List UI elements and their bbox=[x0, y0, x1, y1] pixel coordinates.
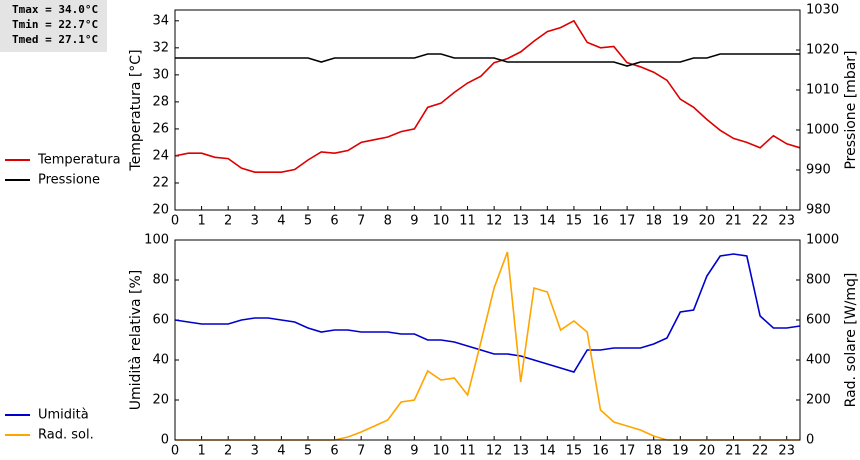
x-tick-label: 7 bbox=[357, 444, 365, 459]
x-tick-label: 20 bbox=[699, 444, 716, 459]
x-tick-label: 23 bbox=[778, 444, 795, 459]
y-tick-label: 34 bbox=[152, 13, 169, 28]
x-tick-label: 5 bbox=[304, 444, 312, 459]
x-tick-label: 14 bbox=[539, 214, 556, 229]
stats-box bbox=[0, 0, 107, 52]
y-tick-label: 32 bbox=[152, 40, 169, 55]
x-tick-label: 13 bbox=[512, 214, 529, 229]
series-line bbox=[175, 251, 800, 441]
y2-tick-label: 1030 bbox=[806, 3, 839, 18]
x-tick-label: 14 bbox=[539, 444, 556, 459]
y-tick-label: 40 bbox=[152, 353, 169, 368]
y-tick-label: 24 bbox=[152, 148, 169, 163]
legend-label: Temperatura bbox=[37, 153, 121, 168]
stats-text: Tmed = 27.1°C bbox=[12, 33, 98, 46]
x-tick-label: 3 bbox=[251, 214, 259, 229]
plot-frame bbox=[174, 239, 801, 441]
x-tick-label: 22 bbox=[752, 214, 769, 229]
x-tick-label: 9 bbox=[410, 214, 418, 229]
series-line bbox=[174, 19, 801, 173]
x-tick-label: 22 bbox=[752, 444, 769, 459]
x-tick-label: 10 bbox=[433, 214, 450, 229]
x-tick-label: 3 bbox=[251, 444, 259, 459]
y2-tick-label: 200 bbox=[806, 393, 831, 408]
stats-text: Tmin = 22.7°C bbox=[12, 18, 98, 31]
y-tick-label: 60 bbox=[152, 313, 169, 328]
x-tick-label: 8 bbox=[384, 444, 392, 459]
y2-tick-label: 1000 bbox=[806, 233, 839, 248]
y2-tick-label: 0 bbox=[806, 433, 814, 448]
y2-tick-label: 980 bbox=[806, 203, 831, 218]
x-tick-label: 18 bbox=[645, 214, 662, 229]
x-tick-label: 17 bbox=[619, 214, 636, 229]
y-tick-label: 80 bbox=[152, 273, 169, 288]
y2-tick-label: 1000 bbox=[806, 123, 839, 138]
x-tick-label: 13 bbox=[512, 444, 529, 459]
x-tick-label: 15 bbox=[566, 444, 583, 459]
x-tick-label: 19 bbox=[672, 444, 689, 459]
y-tick-label: 0 bbox=[161, 433, 169, 448]
y-tick-label: 22 bbox=[152, 175, 169, 190]
x-tick-label: 20 bbox=[699, 214, 716, 229]
x-tick-label: 1 bbox=[197, 444, 205, 459]
x-tick-label: 4 bbox=[277, 444, 285, 459]
x-tick-label: 12 bbox=[486, 214, 503, 229]
y-tick-label: 28 bbox=[152, 94, 169, 109]
series-line bbox=[174, 253, 801, 373]
y-tick-label: 20 bbox=[152, 203, 169, 218]
x-tick-label: 12 bbox=[486, 444, 503, 459]
x-tick-label: 21 bbox=[725, 214, 742, 229]
x-tick-label: 18 bbox=[645, 444, 662, 459]
x-tick-label: 10 bbox=[433, 444, 450, 459]
plot-frame bbox=[174, 9, 801, 211]
legend-label: Pressione bbox=[38, 173, 100, 188]
y2-axis-label: Pressione [mbar] bbox=[843, 50, 859, 169]
x-tick-label: 8 bbox=[384, 214, 392, 229]
series-line bbox=[175, 53, 800, 67]
x-tick-label: 0 bbox=[171, 444, 179, 459]
x-tick-label: 17 bbox=[619, 444, 636, 459]
x-tick-label: 6 bbox=[330, 444, 338, 459]
x-tick-label: 16 bbox=[592, 214, 609, 229]
y-tick-label: 20 bbox=[152, 393, 169, 408]
legend-label: Umidità bbox=[38, 408, 89, 423]
x-tick-label: 16 bbox=[592, 444, 609, 459]
x-tick-label: 23 bbox=[778, 214, 795, 229]
x-tick-label: 4 bbox=[277, 214, 285, 229]
x-tick-label: 0 bbox=[171, 214, 179, 229]
y-tick-label: 30 bbox=[152, 67, 169, 82]
x-tick-label: 9 bbox=[410, 444, 418, 459]
legend-label: Rad. sol. bbox=[38, 428, 94, 443]
y2-tick-label: 400 bbox=[806, 353, 831, 368]
x-tick-label: 2 bbox=[224, 214, 232, 229]
y-axis-label: Umidità relativa [%] bbox=[128, 270, 144, 411]
x-tick-label: 6 bbox=[330, 214, 338, 229]
y2-tick-label: 800 bbox=[806, 273, 831, 288]
x-tick-label: 2 bbox=[224, 444, 232, 459]
x-tick-label: 21 bbox=[725, 444, 742, 459]
x-tick-label: 1 bbox=[197, 214, 205, 229]
x-tick-label: 5 bbox=[304, 214, 312, 229]
y2-tick-label: 600 bbox=[806, 313, 831, 328]
y2-tick-label: 1010 bbox=[806, 83, 839, 98]
x-tick-label: 11 bbox=[459, 214, 476, 229]
x-tick-label: 15 bbox=[566, 214, 583, 229]
stats-text: Tmax = 34.0°C bbox=[12, 3, 98, 16]
x-tick-label: 19 bbox=[672, 214, 689, 229]
y2-tick-label: 990 bbox=[806, 163, 831, 178]
y-axis-label: Temperatura [°C] bbox=[128, 49, 144, 171]
y-tick-label: 26 bbox=[152, 121, 169, 136]
x-tick-label: 11 bbox=[459, 444, 476, 459]
y2-axis-label: Rad. solare [W/mq] bbox=[843, 273, 859, 408]
y-tick-label: 100 bbox=[144, 233, 169, 248]
y2-tick-label: 1020 bbox=[806, 43, 839, 58]
x-tick-label: 7 bbox=[357, 214, 365, 229]
